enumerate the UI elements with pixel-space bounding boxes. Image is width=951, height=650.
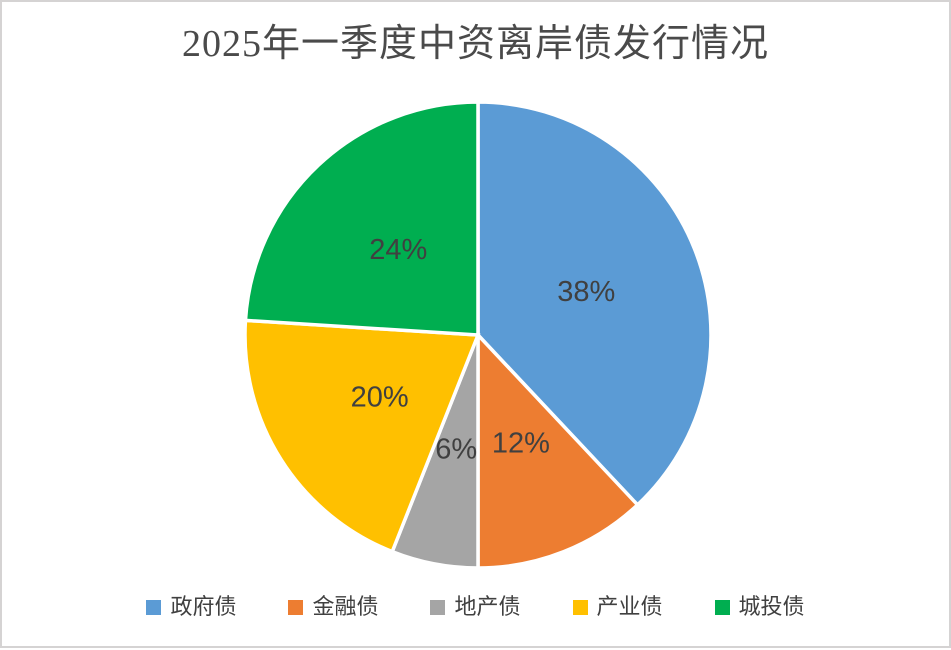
legend-swatch-icon bbox=[714, 599, 730, 615]
slice-label-1: 12% bbox=[492, 427, 550, 459]
pie-slice-3 bbox=[243, 318, 481, 554]
legend-item-2: 地产债 bbox=[430, 594, 521, 619]
legend-label: 地产债 bbox=[454, 594, 521, 619]
slice-label-2: 6% bbox=[435, 433, 477, 465]
chart-legend: 政府债 金融债 地产债 产业债 城投债 bbox=[2, 594, 949, 619]
slice-label-0: 38% bbox=[557, 276, 615, 308]
chart-title: 2025年一季度中资离岸债发行情况 bbox=[181, 23, 769, 65]
legend-item-1: 金融债 bbox=[288, 594, 379, 619]
legend-swatch-icon bbox=[288, 599, 304, 615]
pie-slice-4 bbox=[243, 100, 480, 337]
legend-label: 城投债 bbox=[738, 594, 805, 619]
legend-label: 金融债 bbox=[312, 594, 379, 619]
legend-item-0: 政府债 bbox=[146, 594, 237, 619]
legend-swatch-icon bbox=[430, 599, 446, 615]
legend-label: 政府债 bbox=[170, 594, 237, 619]
legend-swatch-icon bbox=[572, 599, 588, 615]
pie-slice-1 bbox=[476, 330, 640, 570]
legend-label: 产业债 bbox=[596, 594, 663, 619]
slice-label-3: 20% bbox=[351, 381, 409, 413]
pie-slice-0 bbox=[476, 100, 713, 508]
legend-swatch-icon bbox=[146, 599, 162, 615]
slice-label-4: 24% bbox=[369, 234, 427, 266]
legend-item-3: 产业债 bbox=[572, 594, 663, 619]
legend-item-4: 城投债 bbox=[714, 594, 805, 619]
